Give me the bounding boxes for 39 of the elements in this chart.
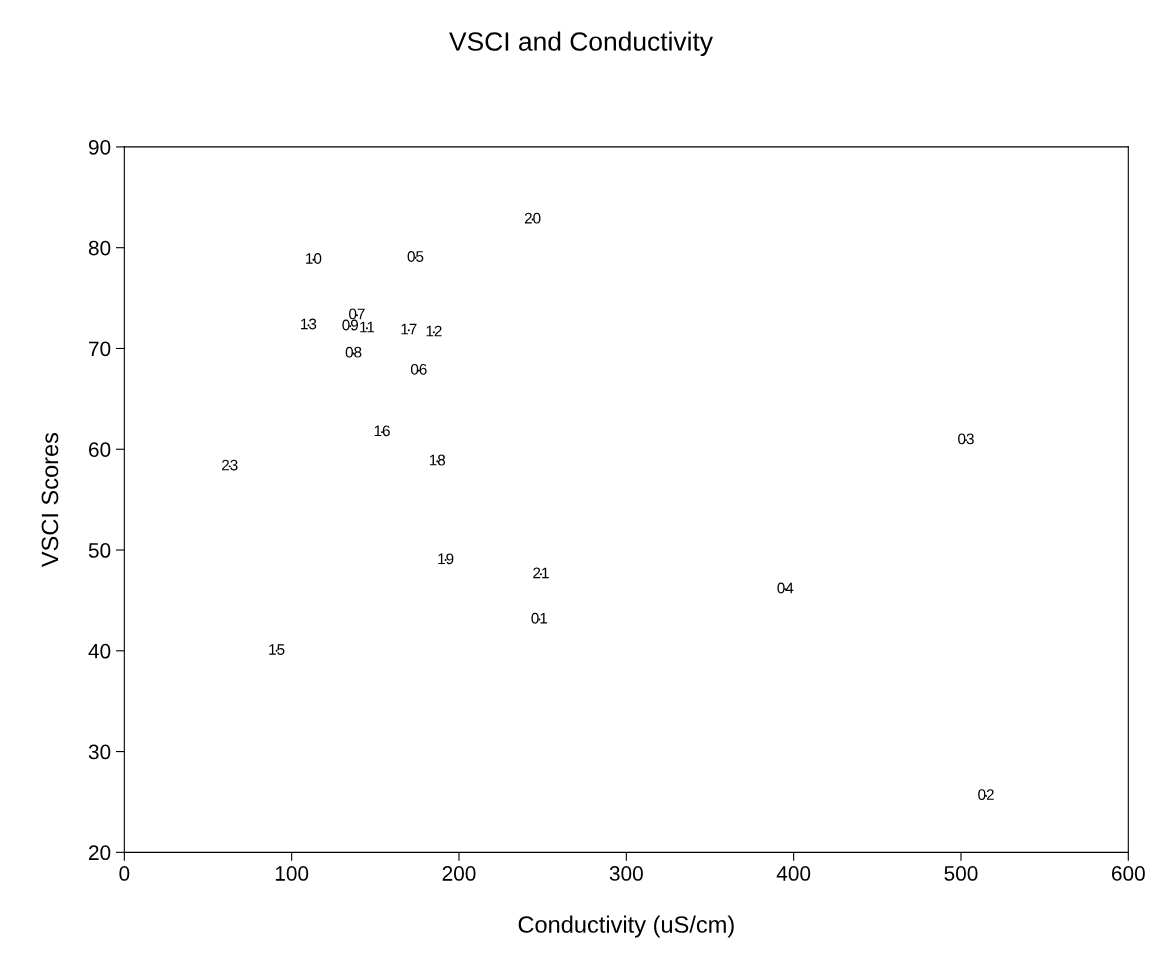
x-tick-label: 500 (944, 866, 978, 881)
series-label: 04 (777, 582, 794, 594)
series-label: 05 (407, 251, 424, 262)
series-label: 17 (401, 323, 417, 335)
series-label: 07 (349, 308, 365, 320)
series-label: 16 (374, 425, 390, 437)
series-label: 02 (978, 789, 994, 801)
y-tick-label: 90 (88, 139, 111, 155)
x-axis-title: Conductivity (uS/cm) (518, 915, 734, 938)
y-axis-title: VSCI Scores (41, 432, 59, 568)
series-label: 12 (426, 325, 442, 337)
series-label: 11 (360, 321, 375, 333)
x-tick-label: 400 (776, 866, 811, 881)
series-label: 13 (301, 318, 317, 330)
y-tick-label: 50 (88, 543, 111, 558)
y-tick-label: 80 (88, 240, 111, 256)
series-label: 01 (531, 612, 548, 624)
series-label: 21 (533, 567, 549, 579)
x-tick-label: 600 (1111, 866, 1145, 881)
series-label: 20 (524, 212, 541, 224)
x-tick-label: 200 (442, 866, 476, 881)
series-label: 19 (438, 553, 454, 565)
series-label: 03 (958, 433, 974, 445)
series-label: 06 (410, 363, 427, 375)
y-tick-label: 60 (89, 442, 111, 457)
y-tick-label: 20 (89, 845, 111, 861)
x-tick-label: 100 (275, 866, 309, 881)
series-label: 23 (222, 459, 238, 471)
chart-title: VSCI and Conductivity (449, 31, 713, 57)
series-label: 15 (269, 644, 285, 655)
series-label: 18 (429, 454, 446, 466)
y-tick-label: 40 (88, 643, 111, 659)
series-label: 08 (345, 346, 362, 358)
y-tick-label: 30 (88, 744, 111, 760)
x-tick-label: 300 (609, 866, 643, 881)
series-label: 10 (306, 253, 322, 264)
y-tick-label: 70 (89, 341, 111, 357)
x-tick-label: 0 (119, 866, 130, 881)
series-label: 09 (342, 319, 358, 331)
